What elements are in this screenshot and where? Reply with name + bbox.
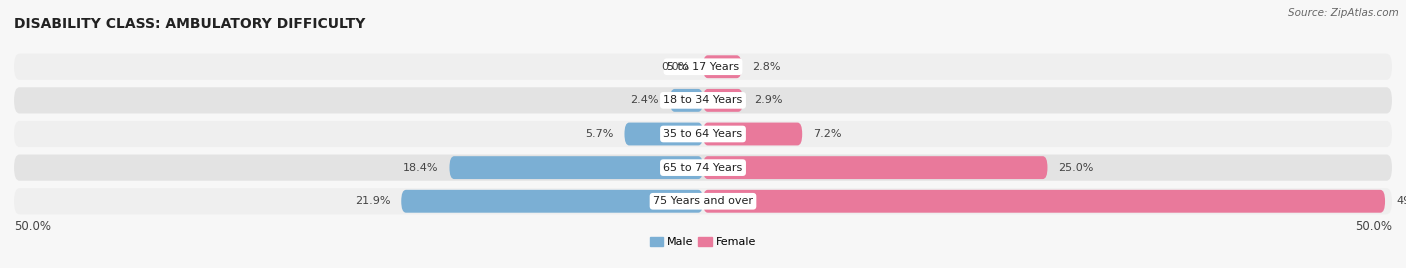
FancyBboxPatch shape	[669, 89, 703, 112]
Text: 50.0%: 50.0%	[14, 220, 51, 233]
Text: 65 to 74 Years: 65 to 74 Years	[664, 163, 742, 173]
Text: 2.9%: 2.9%	[754, 95, 783, 105]
FancyBboxPatch shape	[703, 190, 1385, 213]
Text: 0.0%: 0.0%	[661, 62, 689, 72]
Text: 18 to 34 Years: 18 to 34 Years	[664, 95, 742, 105]
Text: 35 to 64 Years: 35 to 64 Years	[664, 129, 742, 139]
FancyBboxPatch shape	[703, 122, 803, 146]
FancyBboxPatch shape	[703, 156, 1047, 179]
Text: 18.4%: 18.4%	[404, 163, 439, 173]
Text: 5 to 17 Years: 5 to 17 Years	[666, 62, 740, 72]
Text: 21.9%: 21.9%	[354, 196, 391, 206]
Text: 25.0%: 25.0%	[1059, 163, 1094, 173]
Text: 49.5%: 49.5%	[1396, 196, 1406, 206]
FancyBboxPatch shape	[703, 89, 742, 112]
Text: Source: ZipAtlas.com: Source: ZipAtlas.com	[1288, 8, 1399, 18]
FancyBboxPatch shape	[450, 156, 703, 179]
FancyBboxPatch shape	[624, 122, 703, 146]
Legend: Male, Female: Male, Female	[645, 233, 761, 252]
Text: DISABILITY CLASS: AMBULATORY DIFFICULTY: DISABILITY CLASS: AMBULATORY DIFFICULTY	[14, 17, 366, 31]
FancyBboxPatch shape	[14, 188, 1392, 214]
Text: 2.4%: 2.4%	[630, 95, 659, 105]
Text: 7.2%: 7.2%	[813, 129, 842, 139]
FancyBboxPatch shape	[401, 190, 703, 213]
FancyBboxPatch shape	[14, 155, 1392, 181]
FancyBboxPatch shape	[14, 87, 1392, 113]
Text: 5.7%: 5.7%	[585, 129, 613, 139]
FancyBboxPatch shape	[703, 55, 741, 78]
Text: 50.0%: 50.0%	[1355, 220, 1392, 233]
FancyBboxPatch shape	[14, 121, 1392, 147]
Text: 75 Years and over: 75 Years and over	[652, 196, 754, 206]
Text: 2.8%: 2.8%	[752, 62, 782, 72]
FancyBboxPatch shape	[14, 54, 1392, 80]
